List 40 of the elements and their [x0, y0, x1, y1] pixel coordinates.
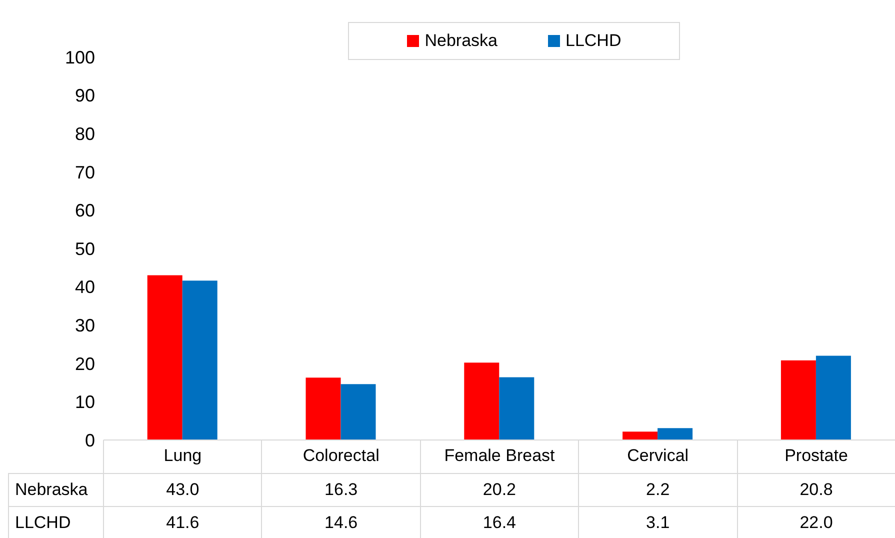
bar [499, 377, 534, 440]
y-tick-label: 60 [74, 200, 95, 221]
legend-label: LLCHD [566, 31, 622, 51]
y-tick-label: 10 [74, 392, 95, 412]
data-label: 2.2 [578, 473, 738, 506]
bar [464, 362, 500, 440]
x-tick-label: Prostate [737, 440, 895, 473]
y-tick-label: 80 [74, 124, 95, 144]
data-label: 3.1 [578, 506, 738, 538]
text: Nebraska [15, 480, 88, 498]
x-tick-label: Colorectal [262, 440, 420, 473]
data-label: 16.3 [262, 473, 420, 506]
bar [147, 275, 182, 440]
bar [306, 378, 341, 440]
x-tick-label: Lung [104, 440, 262, 473]
legend-label: Nebraska [424, 31, 498, 51]
bar [658, 428, 693, 440]
bar [182, 280, 218, 440]
data-label: 14.6 [262, 506, 420, 538]
text: LLCHD [15, 512, 71, 532]
bar [340, 384, 376, 440]
y-tick-label: 70 [74, 162, 95, 182]
bar [622, 432, 658, 440]
y-tick-label: 40 [74, 277, 95, 298]
data-label: 43.0 [104, 473, 262, 506]
data-label: 20.2 [420, 473, 579, 506]
y-tick-label: 30 [74, 315, 95, 336]
data-label: 20.8 [737, 473, 895, 506]
y-tick-label: 20 [74, 354, 95, 374]
y-tick-label: 90 [74, 86, 95, 106]
y-tick-label: 0 [84, 430, 95, 450]
data-label: 41.6 [104, 506, 262, 538]
bar [780, 360, 816, 440]
data-label: 22.0 [737, 506, 895, 538]
data-label: 16.4 [420, 506, 579, 538]
x-tick-label: Female Breast [420, 440, 579, 473]
x-tick-label: Cervical [578, 440, 738, 473]
y-tick-label: 100 [64, 47, 95, 68]
bar [816, 356, 851, 440]
y-tick-label: 50 [74, 238, 95, 259]
